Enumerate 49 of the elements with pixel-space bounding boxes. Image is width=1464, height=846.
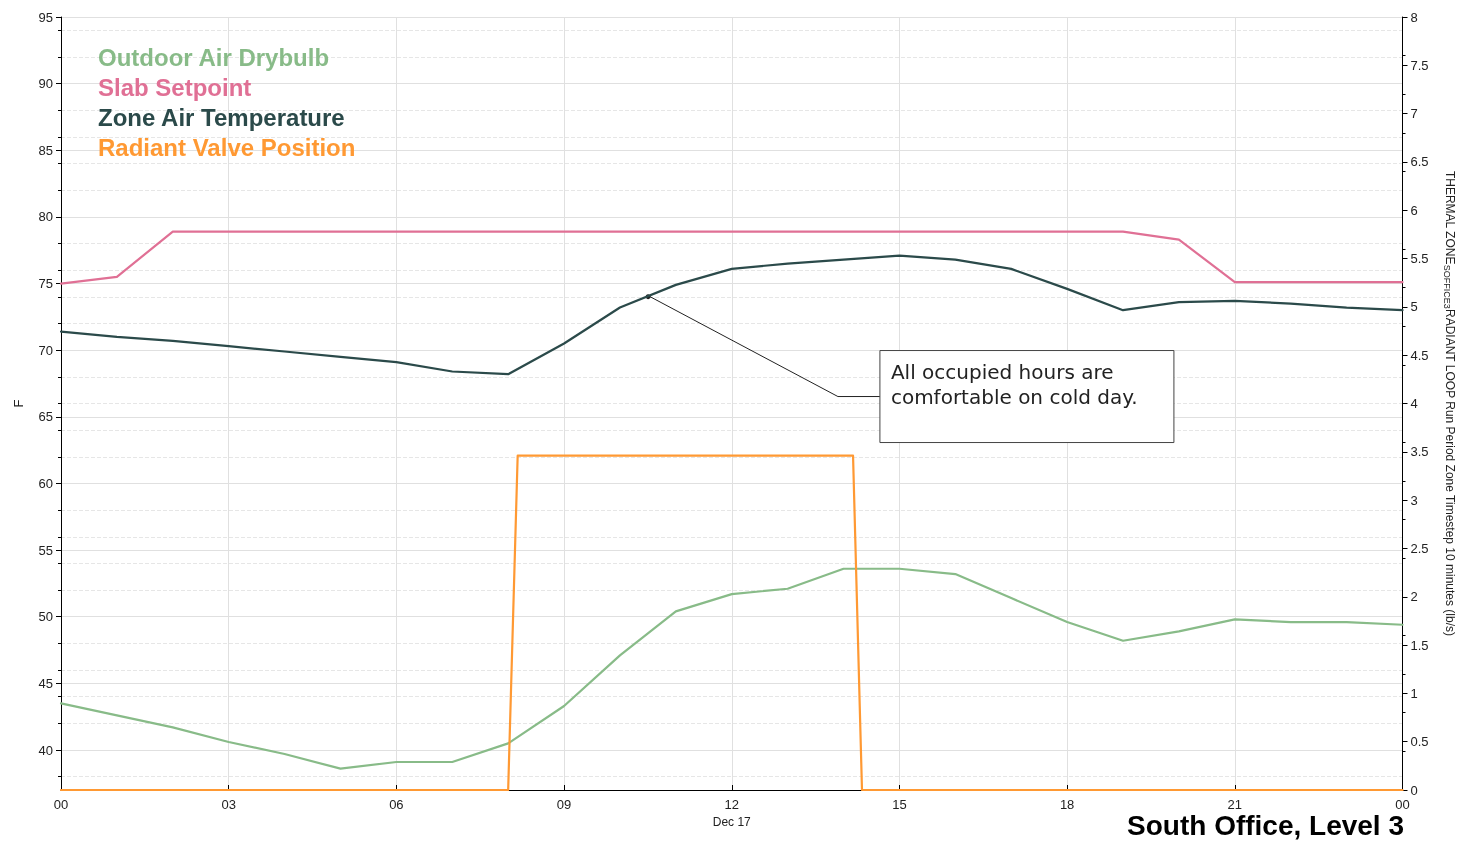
text: Zone Air Temperature — [98, 103, 345, 131]
y2-tick-label: 7 — [1410, 106, 1418, 122]
y-tick-label: 40 — [38, 742, 53, 758]
x-axis-title: Dec 17 — [712, 814, 752, 829]
y2-tick-label: 1 — [1410, 685, 1418, 701]
y-tick-label: 65 — [38, 409, 53, 425]
x-tick-label: 09 — [556, 797, 572, 812]
text: Radiant Valve Position — [98, 133, 356, 161]
x-tick-label: 00 — [53, 797, 69, 812]
x-tick-label: 06 — [389, 797, 404, 812]
y2-tick-label: 5 — [1410, 299, 1418, 315]
y2-tick-label: 7.5 — [1410, 57, 1429, 73]
y2-tick-label: 2 — [1410, 589, 1418, 605]
y-tick-label: 90 — [38, 76, 53, 92]
y-tick-label: 95 — [38, 9, 53, 25]
y-tick-label: 85 — [38, 142, 53, 158]
y-tick-label: 70 — [38, 342, 53, 358]
text: South Office, Level 3 — [1127, 809, 1404, 841]
text: Slab Setpoint — [98, 73, 252, 101]
x-tick-label: 12 — [724, 797, 739, 812]
y2-tick-label: 5.5 — [1410, 251, 1429, 267]
y-tick-label: 55 — [38, 542, 53, 558]
x-tick-label: 21 — [1227, 797, 1243, 812]
y2-axis-title: THERMAL ZONESOFFICE3RADIANT LOOP Run Period Zone Timestep 10 minutes (lb/s) — [1442, 170, 1457, 637]
y2-tick-label: 0.5 — [1410, 734, 1429, 750]
y2-tick-label: 1.5 — [1410, 637, 1429, 653]
x-tick-label: 18 — [1059, 797, 1075, 812]
y2-tick-label: 6.5 — [1410, 154, 1429, 170]
text: Outdoor Air Drybulb — [98, 43, 330, 71]
y2-tick-label: 6 — [1410, 202, 1418, 218]
y2-tick-label: 8 — [1410, 9, 1418, 25]
y-tick-label: 50 — [38, 609, 53, 625]
y-tick-label: 60 — [38, 475, 53, 491]
y-tick-label: 75 — [38, 276, 53, 292]
x-tick-label: 00 — [1395, 797, 1410, 812]
y2-tick-label: 4.5 — [1410, 347, 1429, 363]
y-tick-label: 45 — [38, 675, 53, 691]
y2-tick-label: 0 — [1410, 782, 1418, 798]
line-series — [59, 567, 1404, 770]
x-tick-label: 15 — [892, 797, 907, 812]
annotation: All occupied hours are comfortable on cold day. — [890, 360, 1138, 410]
y2-tick-label: 2.5 — [1410, 540, 1429, 556]
line-series — [59, 230, 1404, 285]
y-axis-title: F — [11, 399, 26, 408]
y2-tick-label: 4 — [1410, 396, 1418, 411]
y-tick-label: 80 — [38, 209, 53, 225]
y2-tick-label: 3.5 — [1410, 444, 1429, 460]
y2-tick-label: 3 — [1410, 492, 1418, 508]
x-tick-label: 03 — [221, 797, 236, 812]
